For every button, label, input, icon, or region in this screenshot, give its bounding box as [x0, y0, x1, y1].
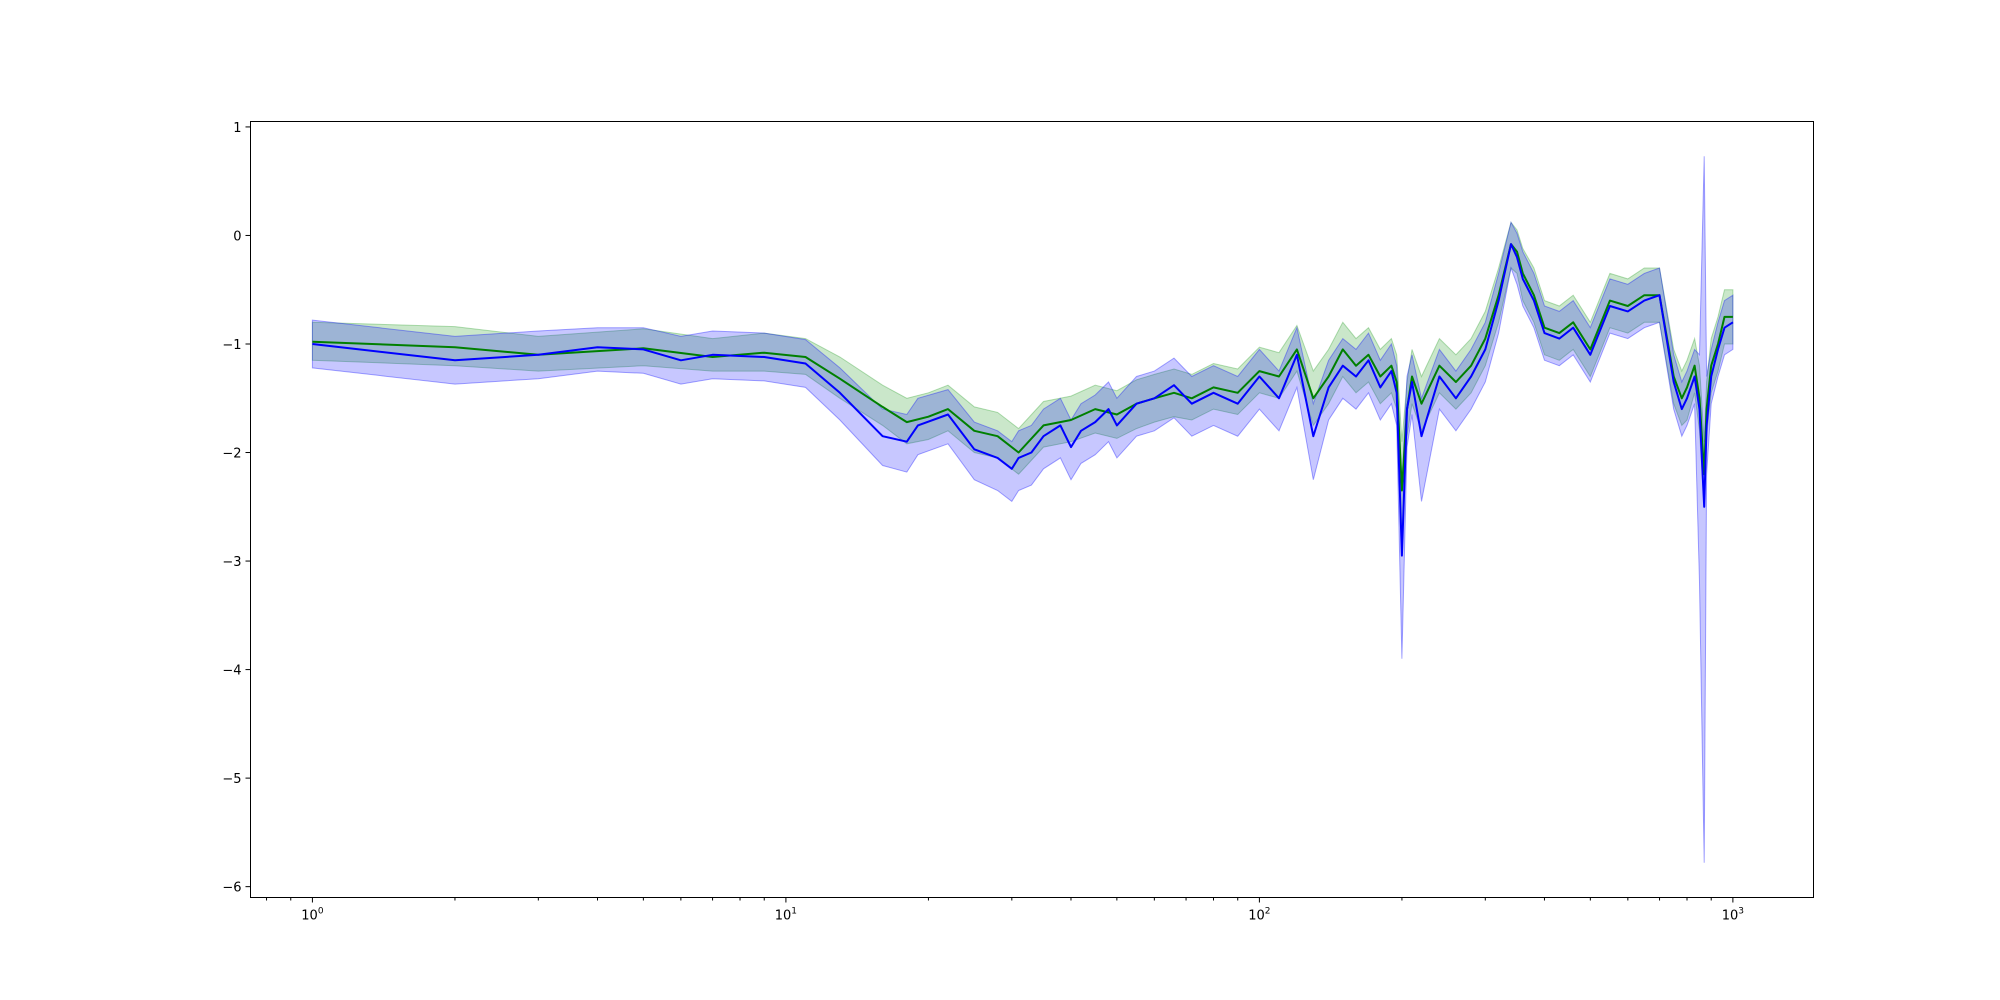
y-axis: 1 0 −1 −2 −3 −4 −5 −6 — [222, 121, 251, 896]
y-tick-label: 0 — [233, 229, 241, 244]
y-tick-label: 1 — [233, 121, 241, 136]
series-1-band — [311, 221, 1734, 540]
y-tick-label: −6 — [222, 881, 241, 896]
y-tick-label: −3 — [222, 555, 241, 570]
series-lines — [312, 243, 1734, 557]
y-tick-label: −5 — [222, 772, 241, 787]
x-tick-label: 102 — [1248, 907, 1270, 924]
series-2-line — [312, 243, 1734, 557]
y-tick-label: −4 — [222, 664, 241, 679]
y-tick-label: −1 — [222, 338, 241, 353]
confidence-bands — [311, 156, 1734, 863]
axes-frame — [250, 121, 1814, 898]
x-tick-label: 100 — [301, 907, 324, 924]
series-2-band — [311, 156, 1734, 863]
x-tick-label: 103 — [1722, 907, 1744, 924]
y-tick-label: −2 — [222, 447, 241, 462]
x-tick-label: 101 — [775, 907, 797, 924]
x-axis: 100 101 102 103 — [266, 897, 1744, 924]
